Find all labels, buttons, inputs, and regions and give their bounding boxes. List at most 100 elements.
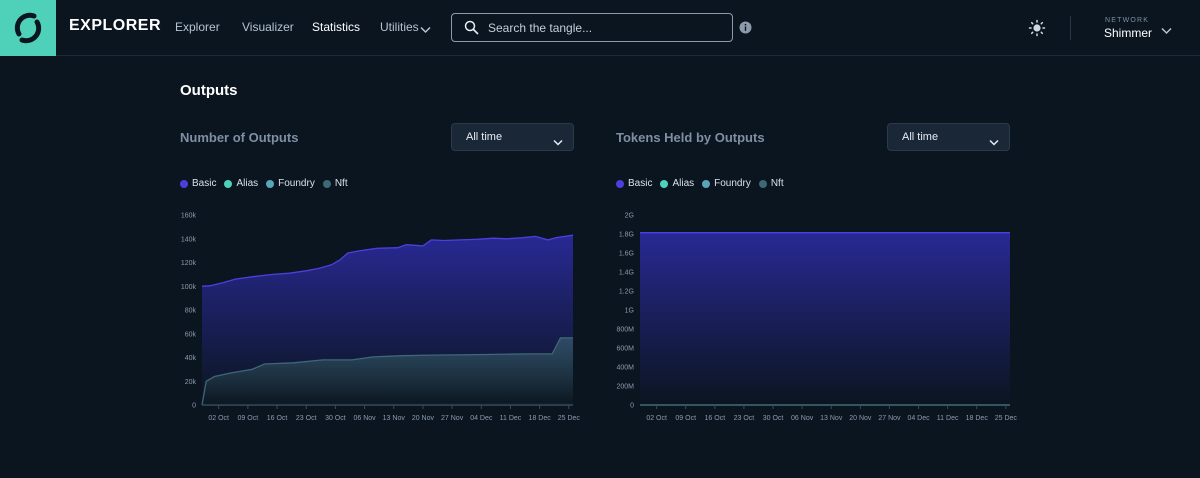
legend-dot — [660, 179, 669, 188]
range-select-value: All time — [902, 131, 939, 143]
y-tick-label: 800M — [616, 327, 634, 334]
sun-icon[interactable] — [1028, 19, 1046, 42]
x-tick-label: 18 Dec — [966, 415, 989, 422]
info-icon[interactable] — [739, 21, 752, 39]
x-tick-label: 06 Nov — [353, 415, 376, 422]
logo-icon[interactable] — [0, 0, 56, 56]
chevron-down-icon — [989, 133, 999, 151]
legend-label: Nft — [334, 178, 348, 189]
legend-dot — [616, 179, 624, 188]
legend-label: Alias — [236, 178, 259, 189]
legend-dot — [224, 179, 233, 188]
legend-dot — [322, 179, 331, 188]
x-tick-label: 11 Dec — [937, 415, 959, 422]
x-tick-label: 13 Nov — [820, 415, 843, 422]
legend-dot — [180, 179, 188, 188]
x-tick-label: 02 Oct — [646, 415, 667, 422]
chart-legend-tokens: Basic Alias Foundry Nft — [616, 178, 784, 189]
page-title: Outputs — [180, 82, 238, 99]
x-tick-label: 20 Nov — [412, 415, 435, 422]
y-tick-label: 0 — [630, 403, 634, 410]
nav-visualizer[interactable]: Visualizer — [242, 20, 294, 34]
legend-dot — [266, 179, 275, 188]
x-tick-label: 09 Oct — [238, 415, 259, 422]
x-tick-label: 18 Dec — [529, 415, 552, 422]
y-tick-label: 1.6G — [619, 251, 634, 258]
legend-item-foundry[interactable]: Foundry — [266, 178, 315, 189]
top-navbar: EXPLORER Explorer Visualizer Statistics … — [0, 0, 1200, 56]
legend-dot — [702, 179, 711, 188]
legend-dot — [758, 179, 767, 188]
network-label: NETWORK — [1105, 17, 1150, 24]
chevron-down-icon — [553, 133, 563, 151]
header-divider — [1070, 16, 1071, 40]
legend-label: Alias — [672, 178, 695, 189]
x-tick-label: 02 Oct — [208, 415, 229, 422]
x-tick-label: 16 Oct — [267, 415, 288, 422]
x-tick-label: 13 Nov — [383, 415, 406, 422]
chevron-down-icon[interactable] — [1161, 22, 1172, 40]
legend-item-nft[interactable]: Nft — [758, 178, 784, 189]
y-tick-label: 1.2G — [619, 289, 634, 296]
range-select-value: All time — [466, 131, 503, 143]
legend-item-nft[interactable]: Nft — [322, 178, 348, 189]
y-tick-label: 200M — [616, 384, 634, 391]
legend-item-alias[interactable]: Alias — [224, 178, 258, 189]
x-tick-label: 23 Oct — [296, 415, 317, 422]
legend-label: Basic — [628, 178, 653, 189]
x-tick-label: 27 Nov — [441, 415, 464, 422]
nav-statistics[interactable]: Statistics — [312, 20, 361, 34]
x-tick-label: 27 Nov — [878, 415, 901, 422]
legend-item-alias[interactable]: Alias — [660, 178, 694, 189]
range-select-tokens[interactable]: All time — [887, 123, 1010, 151]
y-tick-label: 2G — [625, 213, 634, 220]
chevron-down-icon[interactable] — [420, 21, 431, 39]
chart-title-outputs: Number of Outputs — [180, 130, 299, 145]
x-tick-label: 06 Nov — [791, 415, 814, 422]
series-area-basic — [640, 232, 1010, 405]
legend-item-basic[interactable]: Basic — [616, 178, 652, 189]
y-tick-label: 140k — [181, 236, 197, 243]
legend-item-basic[interactable]: Basic — [180, 178, 216, 189]
y-tick-label: 40k — [185, 355, 197, 362]
y-tick-label: 400M — [616, 365, 634, 372]
x-tick-label: 30 Oct — [325, 415, 346, 422]
search-box[interactable] — [451, 13, 733, 42]
x-tick-label: 04 Dec — [907, 415, 930, 422]
legend-label: Foundry — [714, 178, 751, 189]
legend-label: Nft — [770, 178, 784, 189]
y-tick-label: 20k — [185, 379, 197, 386]
legend-label: Basic — [192, 178, 217, 189]
x-tick-label: 16 Oct — [705, 415, 726, 422]
search-icon — [464, 20, 479, 40]
y-tick-label: 100k — [181, 284, 197, 291]
nav-explorer[interactable]: Explorer — [175, 20, 220, 34]
network-selector[interactable]: Shimmer — [1104, 26, 1153, 40]
y-tick-label: 1.4G — [619, 270, 634, 277]
y-tick-label: 160k — [181, 213, 197, 220]
x-tick-label: 04 Dec — [470, 415, 493, 422]
nav-utilities[interactable]: Utilities — [380, 20, 419, 34]
x-tick-label: 25 Dec — [558, 415, 581, 422]
y-tick-label: 80k — [185, 308, 197, 315]
outputs-area-chart[interactable]: 0 20k 40k 60k 80k 100k 120k 140k 160k 02 Oct 09 Oc… — [170, 205, 590, 430]
tokens-area-chart[interactable]: 0 200M 400M 600M 800M 1G 1.2G 1.4G 1.6G 1.8G 2G 02 … — [604, 205, 1028, 430]
x-tick-label: 11 Dec — [500, 415, 522, 422]
y-tick-label: 1G — [625, 308, 634, 315]
search-input[interactable] — [488, 14, 726, 41]
x-tick-label: 23 Oct — [734, 415, 755, 422]
x-tick-label: 09 Oct — [675, 415, 696, 422]
x-tick-label: 20 Nov — [849, 415, 872, 422]
brand-title[interactable]: EXPLORER — [69, 17, 162, 34]
x-tick-label: 30 Oct — [763, 415, 784, 422]
legend-label: Foundry — [278, 178, 315, 189]
chart-title-tokens: Tokens Held by Outputs — [616, 130, 765, 145]
y-tick-label: 60k — [185, 331, 197, 338]
legend-item-foundry[interactable]: Foundry — [702, 178, 751, 189]
series-line-basic — [201, 234, 574, 287]
x-tick-label: 25 Dec — [995, 415, 1018, 422]
chart-legend-outputs: Basic Alias Foundry Nft — [180, 178, 348, 189]
y-tick-label: 120k — [181, 260, 197, 267]
y-tick-label: 1.8G — [619, 232, 634, 239]
range-select-outputs[interactable]: All time — [451, 123, 574, 151]
